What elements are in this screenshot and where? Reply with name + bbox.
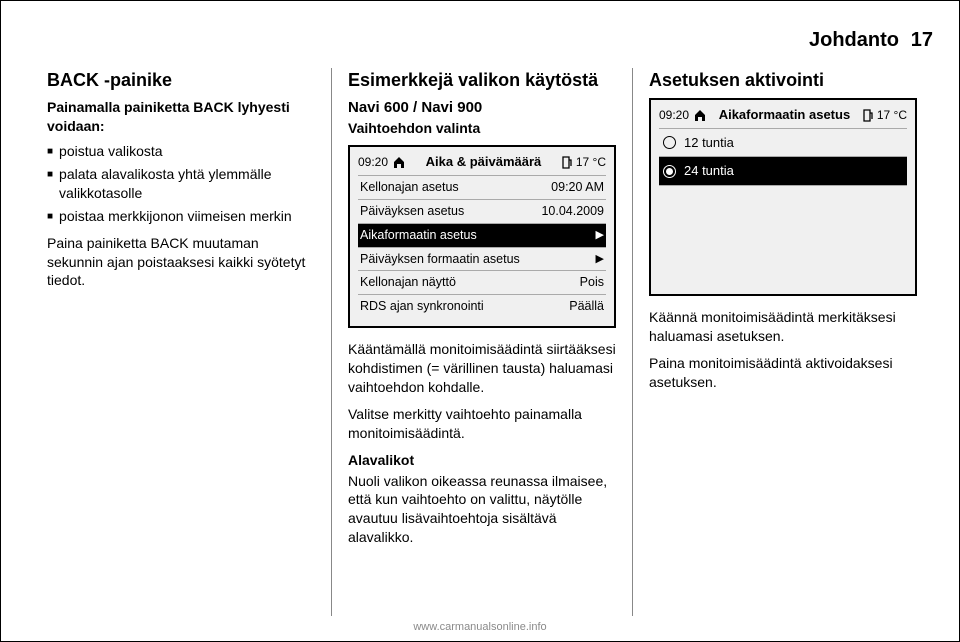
col1-heading: BACK -painike	[47, 68, 315, 92]
screen-title: Aikaformaatin asetus	[711, 106, 858, 124]
bullet-item: palata alavalikosta yhtä ylemmälle valik…	[47, 165, 315, 203]
status-right: 17 °C	[862, 107, 907, 123]
menu-list: Kellonajan asetus 09:20 AM Päiväyksen as…	[358, 175, 606, 318]
status-bar: 09:20 Aikaformaatin asetus 17 °C	[659, 106, 907, 124]
menu-item-label: Päiväyksen asetus	[360, 203, 464, 220]
bullet-item: poistaa merkkijonon viimeisen merkin	[47, 207, 315, 226]
menu-item-date-format[interactable]: Päiväyksen formaatin asetus ▶	[358, 248, 606, 272]
menu-item-label: Aikaformaatin asetus	[360, 227, 477, 244]
col3-para-1: Käännä monitoimisäädintä merkitäksesi ha…	[649, 308, 917, 346]
radio-icon	[663, 136, 676, 149]
col1-paragraph: Paina painiketta BACK muutaman sekunnin …	[47, 234, 315, 291]
col2-para-1: Kääntämällä monitoimisäädintä siirtääkse…	[348, 340, 616, 397]
header-page-number: 17	[905, 29, 933, 52]
menu-item-value: Päällä	[569, 298, 604, 315]
screenshot-time-date-menu: 09:20 Aika & päivämäärä 17 °C Kellonaja	[348, 145, 616, 328]
radio-option-12h[interactable]: 12 tuntia	[659, 129, 907, 158]
content-columns: BACK -painike Painamalla painiketta BACK…	[31, 68, 933, 616]
radio-icon	[663, 165, 676, 178]
status-right: 17 °C	[561, 154, 606, 170]
footer-watermark: www.carmanualsonline.info	[1, 621, 959, 633]
status-time: 09:20	[659, 107, 689, 123]
menu-item-rds-sync[interactable]: RDS ajan synkronointi Päällä	[358, 295, 606, 318]
menu-item-value: 10.04.2009	[541, 203, 604, 220]
menu-item-label: RDS ajan synkronointi	[360, 298, 484, 315]
chevron-right-icon: ▶	[596, 228, 604, 243]
column-1: BACK -painike Painamalla painiketta BACK…	[31, 68, 332, 616]
menu-item-clock-set[interactable]: Kellonajan asetus 09:20 AM	[358, 176, 606, 200]
menu-item-label: Päiväyksen formaatin asetus	[360, 251, 520, 268]
screen-title: Aika & päivämäärä	[410, 153, 557, 171]
menu-item-date-set[interactable]: Päiväyksen asetus 10.04.2009	[358, 200, 606, 224]
fuel-icon	[561, 155, 573, 169]
screenshot-time-format-setting: 09:20 Aikaformaatin asetus 17 °C	[649, 98, 917, 296]
column-2: Esimerkkejä valikon käytöstä Navi 600 / …	[332, 68, 633, 616]
bullet-text: poistua valikosta	[59, 142, 163, 161]
status-time: 09:20	[358, 154, 388, 170]
radio-option-24h[interactable]: 24 tuntia	[659, 157, 907, 186]
col2-subhead-submenus: Alavalikot	[348, 451, 616, 470]
manual-page: Johdanto 17 BACK -painike Painamalla pai…	[0, 0, 960, 642]
fuel-icon	[862, 108, 874, 122]
menu-item-time-format[interactable]: Aikaformaatin asetus ▶	[358, 224, 606, 248]
status-bar: 09:20 Aika & päivämäärä 17 °C	[358, 153, 606, 171]
screenshot-empty-area	[659, 186, 907, 286]
menu-item-value: Pois	[580, 274, 604, 291]
radio-dot-icon	[666, 168, 673, 175]
radio-label: 12 tuntia	[684, 134, 734, 152]
radio-list: 12 tuntia 24 tuntia	[659, 128, 907, 186]
col3-para-2: Paina monitoimisäädintä aktivoidaksesi a…	[649, 354, 917, 392]
chevron-right-icon: ▶	[596, 252, 604, 267]
col2-subhead-model: Navi 600 / Navi 900	[348, 98, 616, 118]
bullet-text: poistaa merkkijonon viimeisen merkin	[59, 207, 292, 226]
status-temperature: 17 °C	[877, 107, 907, 123]
col2-para-2: Valitse merkitty vaihtoehto painamalla m…	[348, 405, 616, 443]
menu-item-clock-display[interactable]: Kellonajan näyttö Pois	[358, 271, 606, 295]
menu-item-label: Kellonajan näyttö	[360, 274, 456, 291]
header-chapter-title: Johdanto	[809, 29, 899, 52]
home-icon	[392, 155, 406, 169]
bullet-item: poistua valikosta	[47, 142, 315, 161]
col1-bullet-list: poistua valikosta palata alavalikosta yh…	[47, 142, 315, 226]
status-temperature: 17 °C	[576, 154, 606, 170]
column-3: Asetuksen aktivointi 09:20 Aikaformaatin…	[633, 68, 933, 616]
menu-item-value: 09:20 AM	[551, 179, 604, 196]
page-header: Johdanto 17	[31, 29, 933, 52]
home-icon	[693, 108, 707, 122]
col2-subhead-action: Vaihtoehdon valinta	[348, 119, 616, 138]
menu-item-label: Kellonajan asetus	[360, 179, 459, 196]
bullet-text: palata alavalikosta yhtä ylemmälle valik…	[59, 165, 315, 203]
radio-label: 24 tuntia	[684, 162, 734, 180]
col2-para-3: Nuoli valikon oikeassa reunassa ilmaisee…	[348, 472, 616, 548]
col1-intro: Painamalla painiketta BACK lyhyesti void…	[47, 98, 315, 136]
col2-heading: Esimerkkejä valikon käytöstä	[348, 68, 616, 92]
col3-heading: Asetuksen aktivointi	[649, 68, 917, 92]
